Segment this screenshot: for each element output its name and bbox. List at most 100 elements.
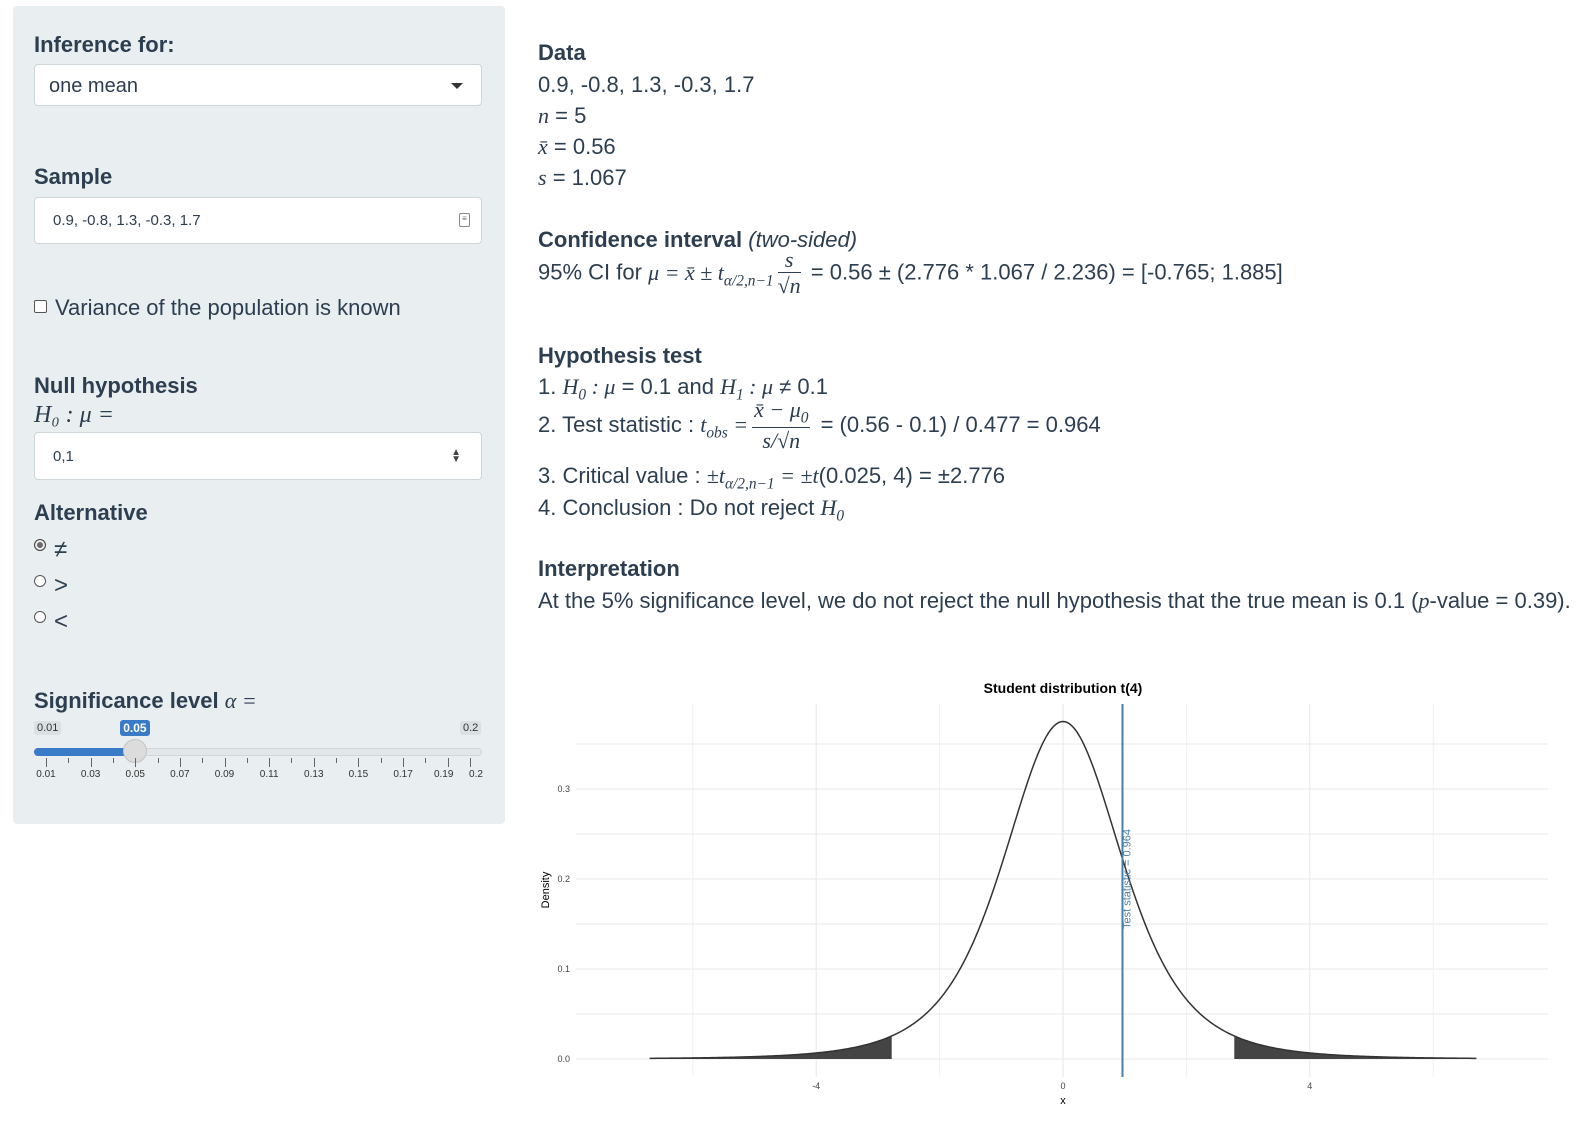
significance-symbol: α = [224,688,257,713]
y-tick-labels: 0.0 0.1 0.2 0.3 [557,784,570,1064]
slider-tick-label: 0.09 [214,769,235,780]
density-curve [649,720,1477,1060]
t-distribution-chart: Student distribution t(4) Test statistic… [540,680,1548,1107]
rejection-region-right [1234,1035,1477,1059]
radio-button[interactable] [34,611,46,623]
slider-tick-label: 0.11 [259,769,279,780]
data-values: 0.9, -0.8, 1.3, -0.3, 1.7 [538,72,755,97]
ci-prefix: 95% CI for [538,259,642,285]
stepper-icon[interactable]: ▲ ▼ [451,447,461,465]
ci-heading: Confidence interval (two-sided) [538,227,857,253]
slider-tick [157,758,159,763]
slider-tick [202,758,204,763]
alternative-symbol: ≠ [54,536,68,563]
slider-tick [179,758,181,767]
alternative-option-less[interactable]: < [34,608,68,636]
slider-tick [336,758,338,763]
alternative-symbol: > [54,572,69,599]
slider-tick [447,758,449,767]
alternative-option-not-equal[interactable]: ≠ [34,536,67,564]
sample-label: Sample [34,164,113,189]
ht-step-2: 2. Test statistic : tobs = x̄ − μ0 s/√n = … [538,397,1101,454]
sample-input[interactable]: 0.9, -0.8, 1.3, -0.3, 1.7 ≡ [34,197,482,244]
interpretation-text: At the 5% significance level, we do not … [538,588,1571,613]
x-axis-label: x [1060,1095,1066,1107]
slider-tick [135,758,137,767]
x-tick-labels: -4 0 4 [812,1081,1312,1091]
data-heading: Data [538,40,586,65]
ht-step-1-end: ≠ 0.1 [779,374,828,399]
sample-input-value: 0.9, -0.8, 1.3, -0.3, 1.7 [53,212,201,229]
ht-step-3: 3. Critical value : ±tα/2,n−1 = ±t(0.025… [538,463,1006,493]
resize-handle-icon: ≡ [459,213,470,227]
alternative-option-greater[interactable]: > [34,572,68,600]
interpretation-heading: Interpretation [538,556,680,581]
variance-known-checkbox-row[interactable]: Variance of the population is known [34,295,401,321]
slider-tick [358,758,360,767]
interpretation-text-b: -value = 0.39). [1429,588,1571,613]
ht-step-1-mid: = 0.1 and [621,374,714,399]
xbar-value: = 0.56 [553,134,616,159]
test-statistic-label: Test statistic = 0.964 [1121,829,1133,929]
y-tick-label: 0.0 [557,1054,570,1064]
sidebar-panel: Inference for: one mean Sample 0.9, -0.8… [13,6,505,824]
ci-formula-line: 95% CI for μ = x̄ ± tα/2,n−1 s √n = 0.56 ±… [538,247,1283,299]
ci-result: = 0.56 ± (2.776 * 1.067 / 2.236) = [-0.7… [810,259,1283,285]
slider-tick-label: 0.17 [393,769,413,780]
interpretation-text-a: At the 5% significance level, we do not … [538,588,1419,613]
ht-step-2-result: = (0.56 - 0.1) / 0.477 = 0.964 [820,412,1101,438]
slider-tick [112,758,114,763]
inference-select[interactable]: one mean [34,64,482,106]
variance-known-checkbox[interactable] [34,300,47,313]
y-tick-label: 0.1 [557,964,570,974]
ht-step-2-prefix: 2. Test statistic : [538,412,695,438]
alternative-symbol: < [54,608,69,635]
slider-tick [380,758,382,763]
slider-tick-label: 0.19 [433,769,454,780]
y-tick-label: 0.2 [557,874,570,884]
ci-heading-sub: (two-sided) [748,227,858,252]
slider-fill [34,748,136,756]
slider-tick-label: 0.05 [125,769,145,780]
slider-tick-label: 0.07 [170,769,190,780]
null-value-input-value: 0,1 [53,448,74,465]
chart-grid [576,704,1548,1077]
chevron-down-icon [451,83,463,89]
slider-tick [425,758,427,763]
slider-tick-label: 0.13 [304,769,324,780]
slider-tick [313,758,315,767]
significance-label-text: Significance level [34,688,219,713]
slider-tick [68,758,70,763]
slider-tick [403,758,405,767]
null-hypothesis-label: Null hypothesis [34,373,198,398]
null-value-input[interactable]: 0,1 ▲ ▼ [34,432,482,480]
slider-tick [246,758,248,763]
significance-label: Significance level α = [34,688,257,714]
inference-select-value: one mean [49,75,138,97]
xbar-line: x̄ = 0.56 [538,134,616,159]
ht-step-4-prefix: 4. Conclusion : Do not reject [538,495,815,520]
n-value: = 5 [555,103,587,128]
ht-step-1-prefix: 1. [538,374,557,399]
ht-step-3-result: (0.025, 4) = ±2.776 [818,463,1006,488]
inference-label: Inference for: [34,32,175,57]
slider-tick [90,758,92,767]
x-tick-label: 0 [1060,1081,1065,1091]
n-line: n = 5 [538,103,587,128]
slider-max-label: 0.2 [460,721,482,735]
hypothesis-test-heading: Hypothesis test [538,343,702,368]
slider-tick-label: 0.15 [348,769,369,780]
radio-button[interactable] [34,539,46,551]
y-tick-label: 0.3 [557,784,570,794]
slider-value-label: 0.05 [120,720,150,736]
variance-known-label: Variance of the population is known [55,295,401,320]
slider-tick-label: 0.03 [80,769,101,780]
s-value: = 1.067 [552,165,627,190]
slider-tick [291,758,293,763]
slider-tick [269,758,271,767]
y-axis-label: Density [540,871,552,908]
radio-button[interactable] [34,575,46,587]
chart-title: Student distribution t(4) [984,680,1143,696]
ht-step-1: 1. H0 : μ = 0.1 and H1 : μ ≠ 0.1 [538,374,828,404]
x-tick-label: -4 [812,1081,820,1091]
